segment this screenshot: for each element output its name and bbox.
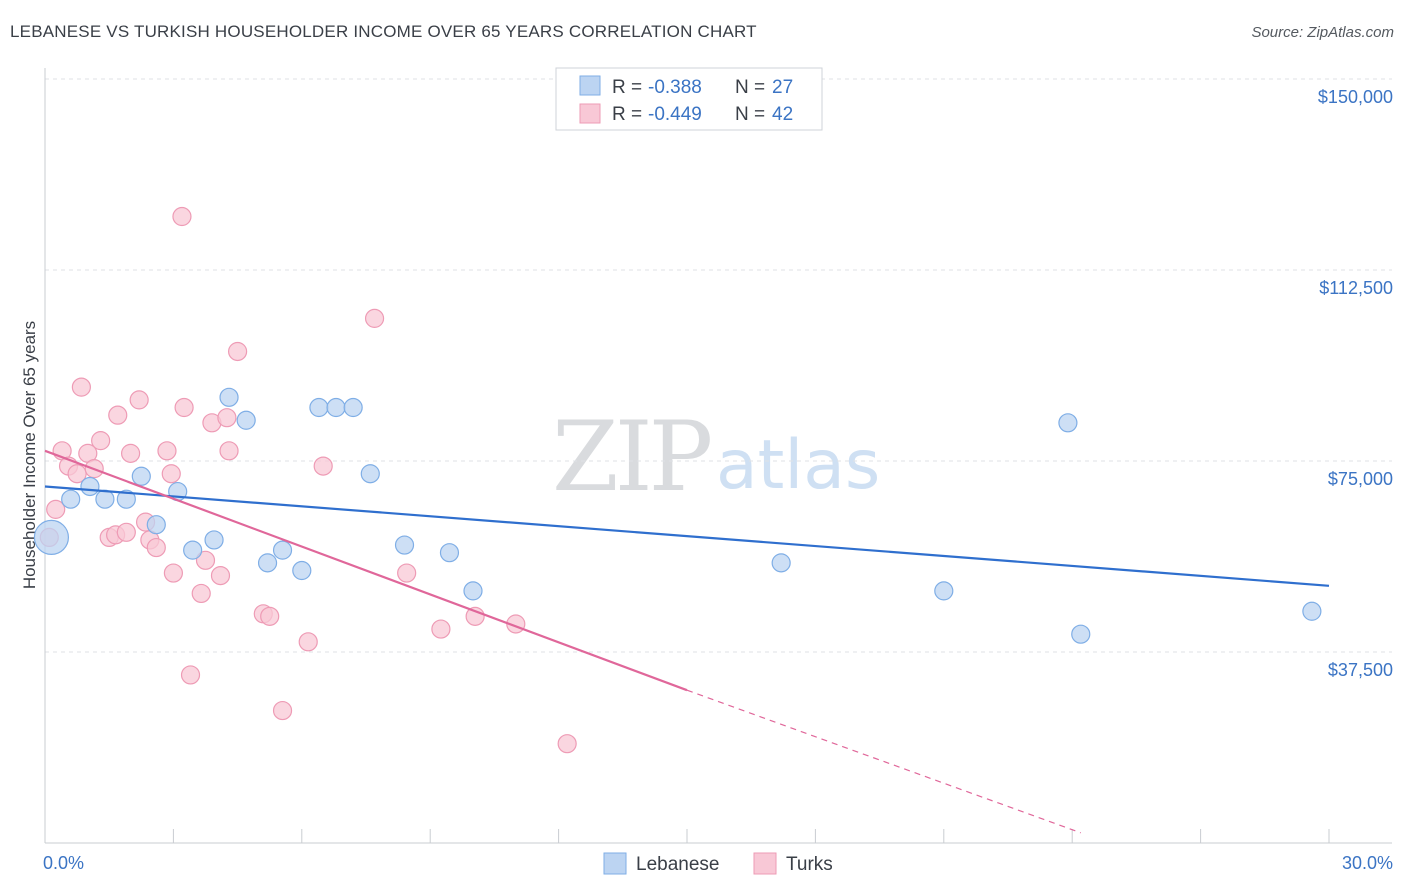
correlation-legend: R = -0.388 N = 27 R = -0.449 N = 42 [555,67,823,131]
lebanese-point-21 [463,581,483,601]
turks-point-8 [91,431,111,451]
lebanese-point-11 [236,410,256,430]
lebanese-point-14 [292,560,312,581]
turks-point-20 [163,563,183,583]
lebanese-point-16 [326,397,346,418]
lebanese-trend-line [44,485,1330,587]
lebanese-point-13 [272,540,293,560]
turks-point-30 [228,341,248,362]
series-legend: Lebanese Turks [603,852,833,875]
series-swatch-lebanese [603,852,627,875]
turks-point-23 [180,665,201,685]
series-label-turks: Turks [786,854,833,875]
lebanese-point-15 [309,397,329,418]
turks-point-28 [217,408,237,428]
lebanese-point-2 [80,476,100,497]
legend-swatch-turks [579,103,601,124]
turks-point-13 [121,443,141,463]
turks-point-11 [108,405,128,425]
legend-r-label-lebanese: R = [612,77,642,98]
legend-n-label-turks: N = [735,104,765,125]
lebanese-point-1 [61,489,81,509]
y-tick-labels: $37,500 $75,000 $112,500 $150,000 [1318,87,1393,680]
lebanese-point-10 [219,387,239,407]
series-swatch-turks [753,852,777,875]
legend-r-value-turks: -0.449 [648,104,702,125]
lebanese-point-17 [343,397,363,418]
turks-point-17 [146,537,166,558]
lebanese-point-25 [1071,624,1091,644]
series-label-lebanese: Lebanese [636,854,719,875]
lebanese-point-23 [934,581,954,601]
x-tick-label-max: 30.0% [1342,853,1393,873]
turks-point-32 [260,606,280,626]
watermark: ZIP atlas [552,401,880,513]
turks-point-18 [157,441,177,461]
lebanese-point-0 [33,519,70,556]
lebanese-point-22 [771,553,791,573]
y-tick-label-75000: $75,000 [1328,469,1393,489]
y-tick-label-150000: $150,000 [1318,87,1393,107]
legend-swatch-lebanese [579,75,601,96]
turks-point-35 [313,456,333,476]
y-tick-label-112500: $112,500 [1319,278,1393,298]
legend-n-value-lebanese: 27 [772,77,793,98]
turks-point-29 [219,441,239,461]
y-axis-title: Householder Income Over 65 years [20,321,39,589]
lebanese-point-26 [1302,601,1322,621]
turks-point-36 [364,308,385,328]
lebanese-point-3 [95,489,115,509]
turks-point-24 [191,583,211,604]
lebanese-point-9 [204,530,224,550]
legend-r-value-lebanese: -0.388 [648,77,702,98]
turks-point-14 [129,390,149,410]
lebanese-point-4 [116,489,136,509]
legend-n-value-turks: 42 [772,104,793,125]
lebanese-point-12 [257,553,278,573]
source-label: Source: ZipAtlas.com [1251,24,1394,41]
lebanese-point-20 [439,543,460,563]
turks-point-38 [431,619,451,639]
turks-point-5 [71,377,91,397]
grid-lines [45,78,1392,653]
lebanese-point-19 [394,535,415,555]
lebanese-points [33,387,1322,644]
turks-point-21 [172,206,192,227]
turks-point-12 [116,522,136,542]
legend-n-label-lebanese: N = [735,77,765,98]
chart-title: LEBANESE VS TURKISH HOUSEHOLDER INCOME O… [10,22,757,41]
turks-point-37 [397,563,417,583]
turks-trend-line [44,449,688,692]
turks-trend-extension [686,689,1081,834]
lebanese-point-5 [131,466,151,486]
legend-r-label-turks: R = [612,104,642,125]
lebanese-point-24 [1058,413,1078,433]
x-tick-label-min: 0.0% [43,853,84,873]
turks-point-41 [557,734,577,754]
lebanese-point-18 [360,464,380,484]
turks-point-1 [46,499,66,519]
y-tick-label-37500: $37,500 [1328,660,1393,680]
lebanese-point-8 [183,540,203,560]
turks-point-25 [195,550,216,570]
watermark-zip: ZIP [552,401,711,513]
turks-point-19 [161,464,181,484]
turks-point-22 [174,397,194,418]
turks-point-33 [272,700,293,721]
watermark-atlas: atlas [716,426,880,505]
lebanese-point-6 [146,515,166,535]
x-axis-ticks [44,829,1330,843]
trend-lines [44,449,1330,834]
turks-point-27 [210,565,231,586]
turks-point-34 [298,632,318,652]
